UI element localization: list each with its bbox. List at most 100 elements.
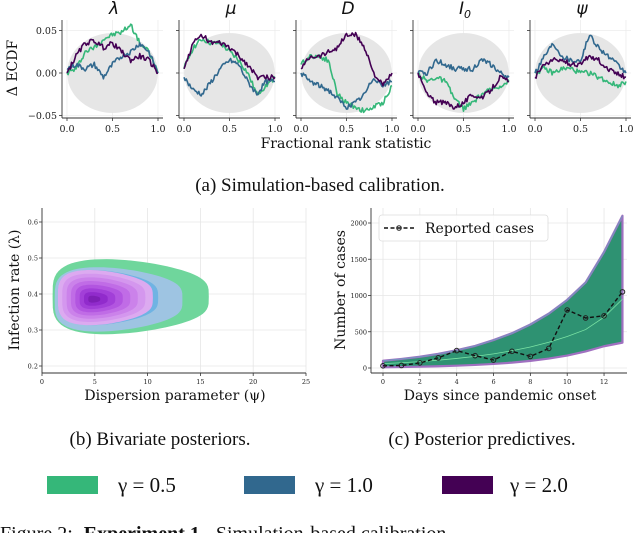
posterior-region-gamma-2-0-level <box>88 295 101 303</box>
ecdf-line-gamma-1-0 <box>417 58 510 80</box>
x-tick-label: 0.5 <box>456 124 471 135</box>
figure-caption-bold: Experiment 1. <box>84 523 205 533</box>
y-tick-label: 0.2 <box>28 363 38 371</box>
reported-case-point <box>398 362 405 369</box>
y-tick-label: 1500 <box>350 256 367 264</box>
x-tick-label: 1.0 <box>267 124 282 135</box>
x-tick-label: 0.0 <box>527 124 542 135</box>
reported-case-point <box>453 347 460 354</box>
ecdf-line-gamma-1-0 <box>300 72 393 110</box>
y-tick-label: 0 <box>363 365 367 373</box>
gamma-legend: γ = 0.5 γ = 1.0 γ = 2.0 <box>47 473 568 497</box>
ecdf-line-gamma-1-0 <box>66 42 159 80</box>
legend-box <box>378 214 549 242</box>
posterior-ylabel: Infection rate (λ) <box>7 229 23 350</box>
caption-b: (b) Bivariate posteriors. <box>70 429 251 450</box>
y-tick-label: 0.4 <box>28 291 38 299</box>
reported-case-point <box>582 315 589 321</box>
y-tick-label: 0.00 <box>36 69 57 80</box>
legend-label: γ = 2.0 <box>509 473 568 497</box>
x-tick-label: 1.0 <box>618 124 633 135</box>
panel-title-subscript: 0 <box>464 8 471 21</box>
panel-title: λ <box>108 0 119 19</box>
panel-title: D <box>341 0 354 19</box>
y-tick-label: −0.05 <box>28 111 57 122</box>
ecdf-line-gamma-0-5 <box>417 72 510 112</box>
posterior-xlabel: Dispersion parameter (ψ) <box>84 388 265 404</box>
reported-case-point <box>564 307 571 313</box>
y-tick-label: 0.3 <box>28 327 38 335</box>
x-tick-label: 6 <box>491 378 495 386</box>
x-tick-label: 10 <box>563 378 571 386</box>
legend-swatch-gamma-0-5 <box>47 476 98 494</box>
reported-case-point <box>601 313 607 319</box>
ecdf-line-gamma-1-0 <box>183 57 275 97</box>
y-tick-label: 500 <box>355 328 367 336</box>
sbc-panel: 0.0 0.5 1.0 D <box>293 0 400 135</box>
y-tick-label: 0.05 <box>36 26 57 37</box>
x-tick-label: 1.0 <box>501 124 516 135</box>
x-tick-label: 0 <box>40 378 44 386</box>
x-tick-label: 25 <box>302 378 310 386</box>
reported-case-point <box>490 357 497 363</box>
legend-label: γ = 1.0 <box>314 473 373 497</box>
x-tick-label: 0.5 <box>573 124 588 135</box>
bivariate-posterior-plot: 0.6 0.5 0.4 0.3 0.20 5 10 15 20 25 <box>28 208 310 386</box>
reported-case-point <box>509 348 515 355</box>
x-tick-label: 0.5 <box>222 124 237 135</box>
y-tick-label: 2000 <box>350 220 367 228</box>
reported-case-point <box>545 345 552 352</box>
x-tick-label: 0.0 <box>410 124 425 135</box>
figure-caption-prefix: Figure 2: <box>0 523 73 533</box>
reported-cases-line <box>382 291 624 367</box>
panel-title: ψ <box>576 0 588 19</box>
reported-case-point <box>472 352 478 359</box>
y-tick-label: 0.6 <box>28 219 38 227</box>
caption-c: (c) Posterior predictives. <box>388 429 575 450</box>
sbc-xlabel: Fractional rank statistic <box>261 136 432 152</box>
reported-case-point <box>380 363 386 369</box>
x-tick-label: 12 <box>600 378 608 386</box>
ecdf-line-gamma-0-5 <box>534 65 627 89</box>
sbc-panel: 0.0 0.5 1.0 ψ <box>527 0 634 135</box>
ecdf-line-gamma-2-0 <box>300 31 393 87</box>
ecdf-line-gamma-0-5 <box>300 53 393 114</box>
sbc-panel: 0.0 0.5 1.0 μ <box>176 0 283 135</box>
x-tick-label: 0 <box>381 378 385 386</box>
legend-label-reported-cases: Reported cases <box>425 221 534 237</box>
predictive-legend: Reported cases <box>378 214 549 242</box>
reported-case-point <box>417 360 423 366</box>
ecdf-line-gamma-2-0 <box>417 72 510 110</box>
legend-marker-sample <box>396 225 402 231</box>
x-tick-label: 0.0 <box>293 124 308 135</box>
ecdf-line-gamma-2-0 <box>66 38 159 75</box>
reported-case-point <box>435 355 442 361</box>
sbc-panel: 0.0 0.5 1.0 0.05 0.00 −0.05 λ <box>28 0 166 135</box>
confidence-band <box>184 33 275 113</box>
x-tick-label: 2 <box>418 378 422 386</box>
legend-swatch-gamma-2-0 <box>442 476 493 494</box>
reported-case-point <box>619 289 626 295</box>
confidence-band <box>67 33 158 113</box>
figure-caption: Figure 2: Experiment 1. Simulation-based… <box>0 523 446 533</box>
y-tick-label: 0.5 <box>28 255 38 263</box>
x-tick-label: 5 <box>93 378 97 386</box>
posterior-predictive-plot: 2000 1500 1000 500 0 0 2 4 6 8 10 12 Reported cases <box>350 208 627 386</box>
x-tick-label: 1.0 <box>150 124 165 135</box>
x-tick-label: 8 <box>528 378 532 386</box>
sbc-panel: 0.0 0.5 1.0 I0 <box>410 0 517 135</box>
confidence-band <box>418 33 509 113</box>
caption-a: (a) Simulation-based calibration. <box>195 175 445 196</box>
y-tick-label: 1000 <box>350 292 367 300</box>
x-tick-label: 20 <box>249 378 257 386</box>
x-tick-label: 0.0 <box>176 124 191 135</box>
reported-case-point <box>527 353 534 360</box>
x-tick-label: 10 <box>143 378 151 386</box>
x-tick-label: 0.5 <box>105 124 120 135</box>
sbc-ylabel: Δ ECDF <box>5 40 21 97</box>
legend-label: γ = 0.5 <box>117 473 176 497</box>
x-tick-label: 15 <box>196 378 204 386</box>
figure-caption-rest: Simulation-based calibration <box>216 523 447 533</box>
panel-title: μ <box>225 0 237 19</box>
ecdf-line-gamma-1-0 <box>534 34 627 74</box>
